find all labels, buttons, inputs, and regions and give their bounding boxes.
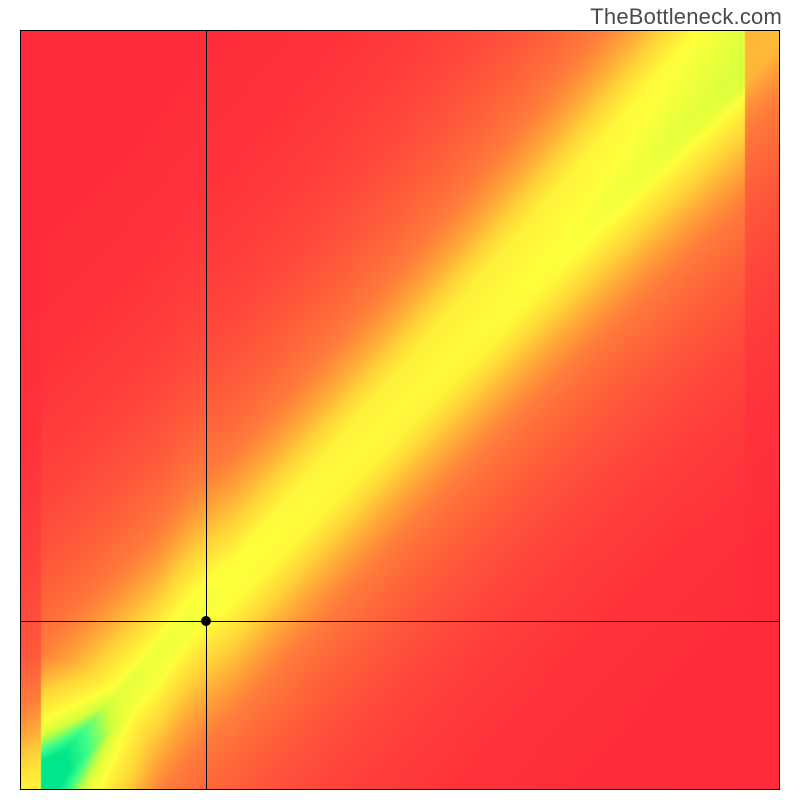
watermark-text: TheBottleneck.com <box>590 4 782 30</box>
heatmap-canvas <box>20 30 780 790</box>
marker-dot <box>201 616 211 626</box>
chart-container: TheBottleneck.com <box>0 0 800 800</box>
heatmap-plot <box>20 30 780 790</box>
crosshair-vertical <box>206 30 207 790</box>
crosshair-horizontal <box>20 621 780 622</box>
